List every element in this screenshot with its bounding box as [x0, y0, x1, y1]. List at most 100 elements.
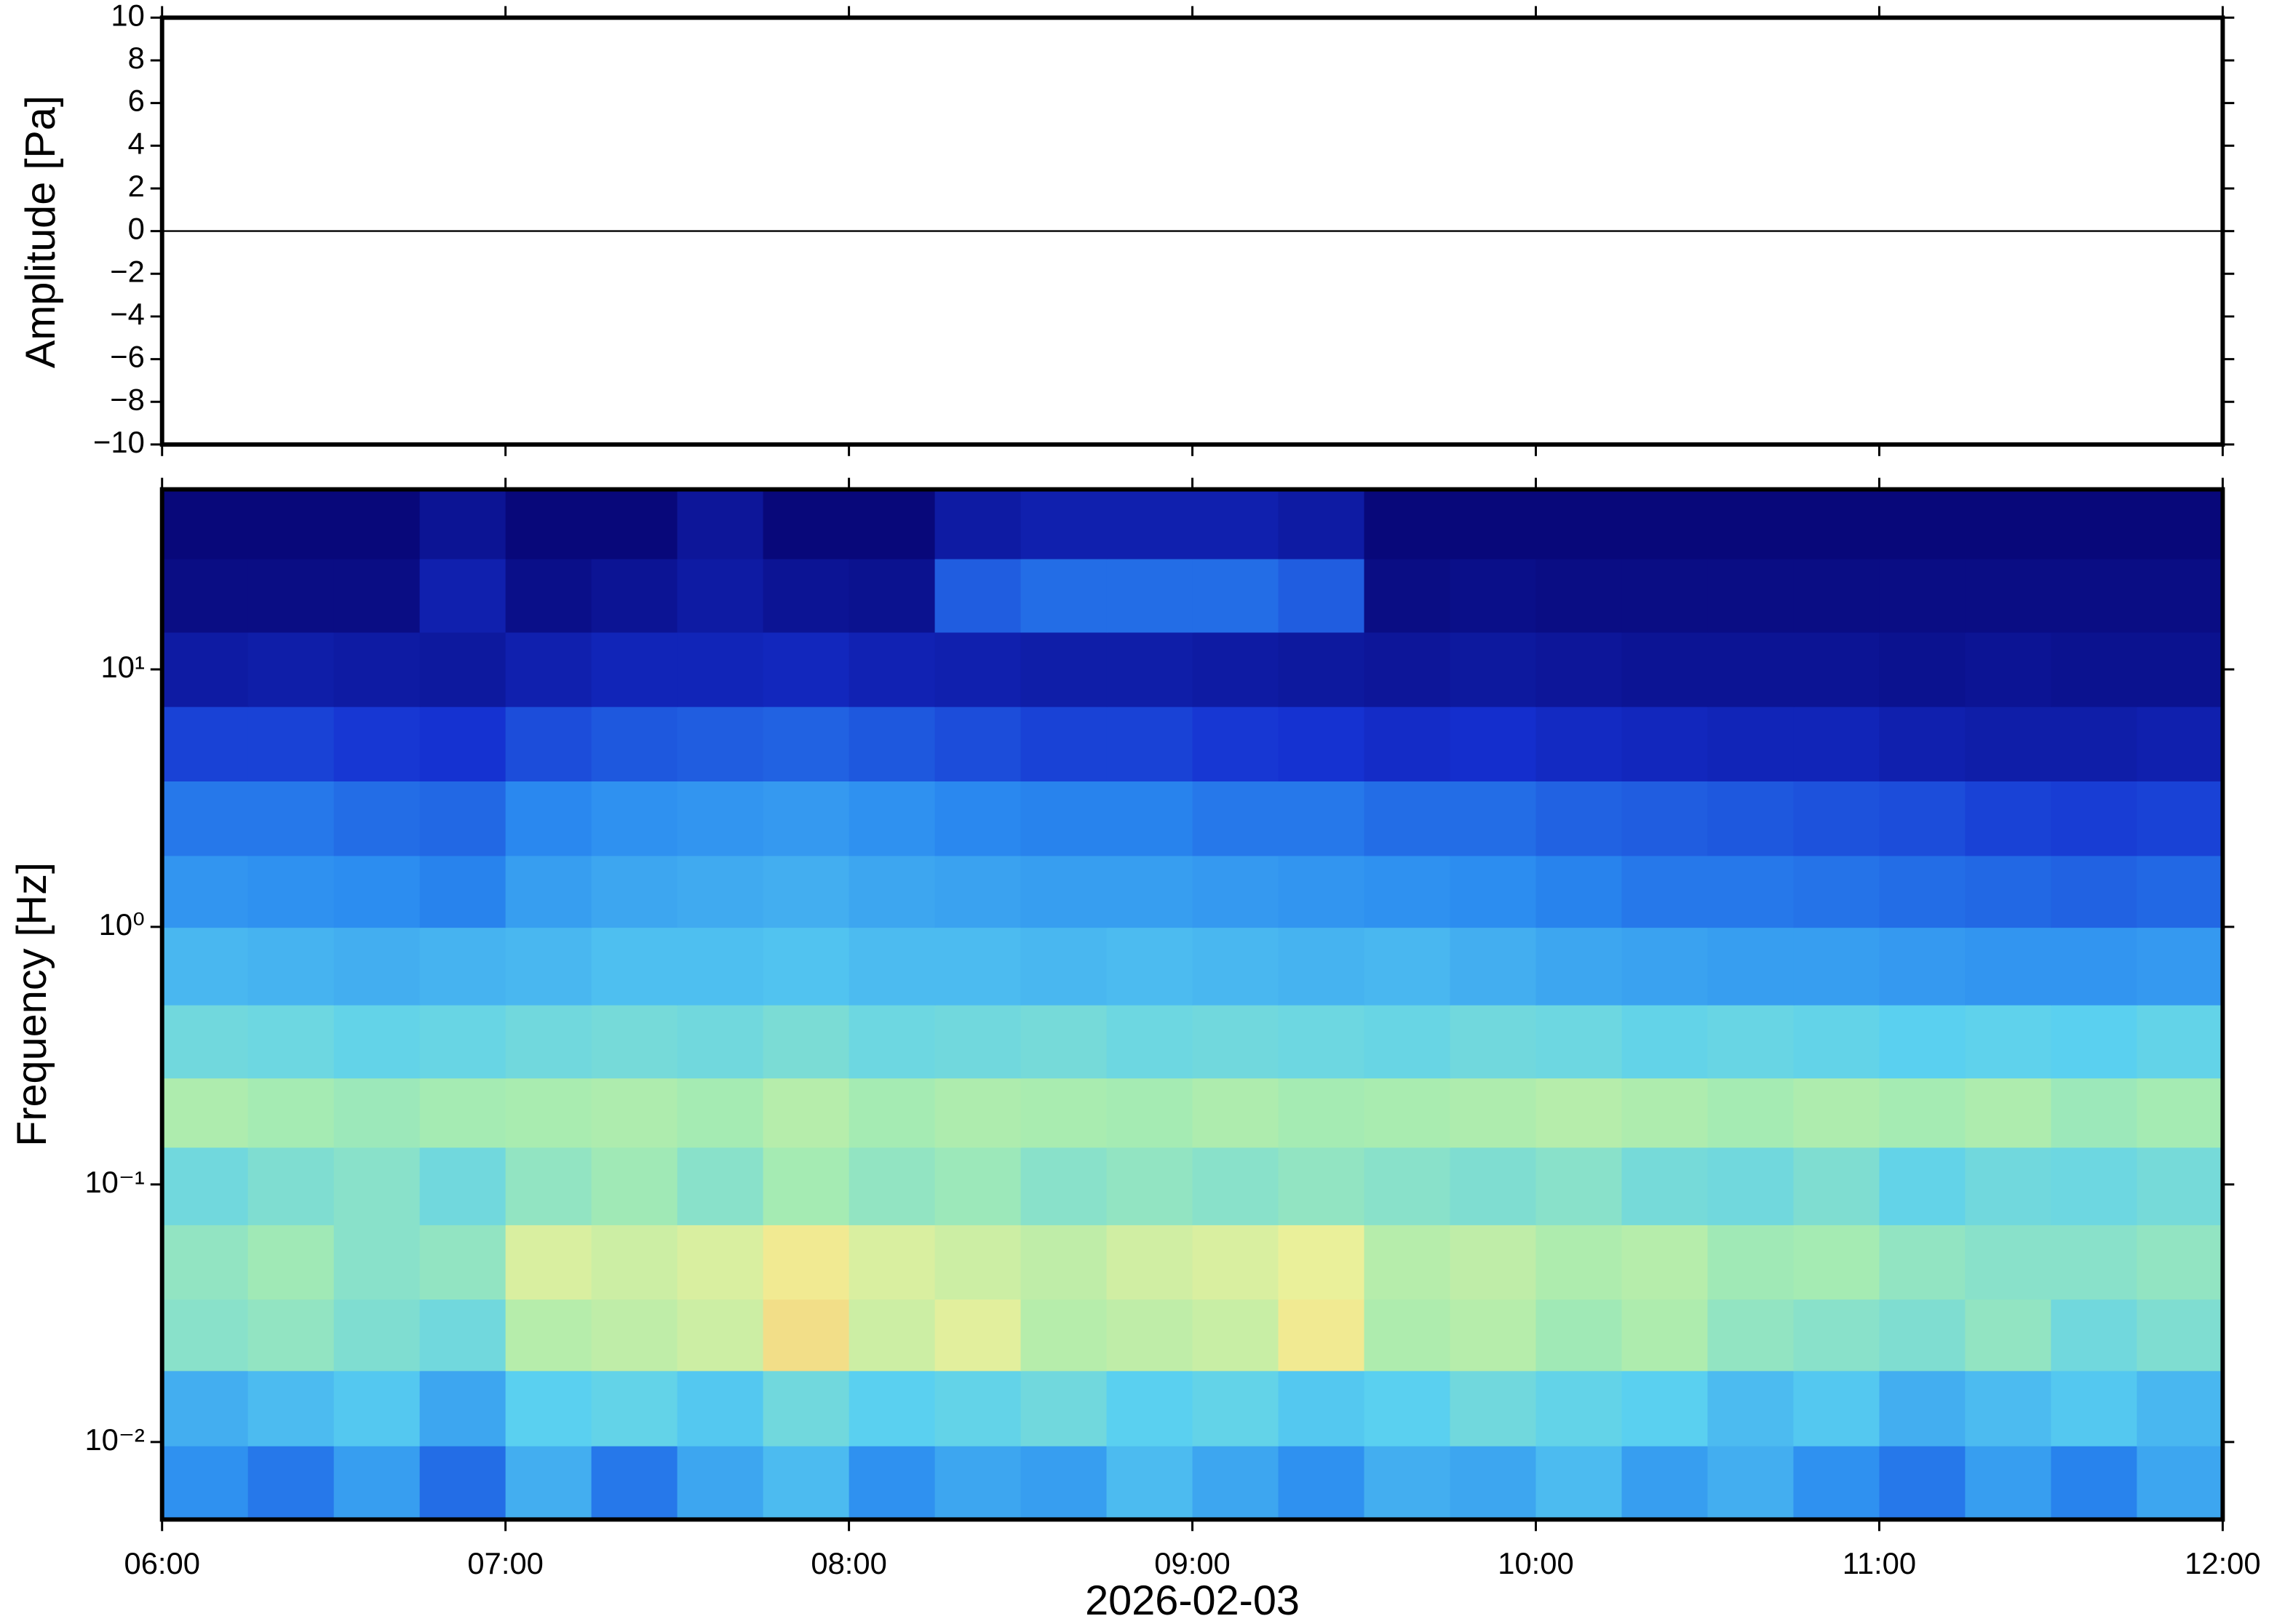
spectrogram-cell — [1020, 489, 1108, 560]
spectrogram-cell — [591, 632, 678, 707]
spectrogram-cell — [763, 1370, 850, 1446]
spectrogram-cell — [333, 1004, 421, 1079]
spectrogram-cell — [1621, 926, 1709, 1006]
spectrogram-cell — [934, 1077, 1022, 1148]
spectrogram-cell — [247, 1004, 335, 1079]
spectrogram-cell — [849, 558, 936, 633]
x-tick-label: 11:00 — [1843, 1546, 1916, 1580]
spectrogram-cell — [1965, 1224, 2052, 1300]
spectrogram-cell — [934, 1004, 1022, 1079]
spectrogram-cell — [1364, 1298, 1451, 1372]
spectrogram-cell — [849, 1298, 936, 1372]
spectrogram-cell — [247, 1370, 335, 1446]
spectrogram-cell — [247, 558, 335, 633]
spectrogram-cell — [505, 558, 592, 633]
spectrogram-cell — [1106, 1445, 1193, 1521]
spectrogram-cell — [1020, 1147, 1108, 1225]
spectrogram-cell — [1793, 1077, 1880, 1148]
spectrogram-cell — [247, 855, 335, 928]
spectrogram-cell — [162, 1370, 249, 1446]
spectrogram-cell — [2051, 1147, 2138, 1225]
spectrogram-cell — [1707, 706, 1795, 781]
spectrogram-cell — [1879, 1224, 1966, 1300]
y-tick-label: 0 — [128, 212, 145, 246]
spectrogram-cell — [162, 489, 249, 560]
spectrogram-cell — [419, 1224, 506, 1300]
spectrogram-cell — [1192, 855, 1279, 928]
spectrogram-cell — [333, 489, 421, 560]
spectrogram-cell — [2051, 926, 2138, 1006]
spectrogram-cell — [1278, 1224, 1365, 1300]
spectrogram-cell — [849, 780, 936, 856]
spectrogram-cell — [1707, 1004, 1795, 1079]
spectrogram-cell — [1106, 780, 1193, 856]
spectrogram-cell — [1879, 558, 1966, 633]
spectrogram-cell — [1020, 558, 1108, 633]
spectrogram-cell — [1278, 706, 1365, 781]
spectrogram-cell — [1020, 1370, 1108, 1446]
spectrogram-cell — [591, 1298, 678, 1372]
spectrogram-cell — [419, 1370, 506, 1446]
spectrogram-cell — [1192, 1298, 1279, 1372]
spectrogram-cell — [1535, 558, 1623, 633]
spectrogram-cell — [849, 1077, 936, 1148]
spectrogram-cell — [1879, 1298, 1966, 1372]
spectrogram-cell — [2051, 558, 2138, 633]
spectrogram-cell — [1278, 780, 1365, 856]
spectrogram-cell — [1192, 780, 1279, 856]
spectrogram-cell — [2137, 1004, 2224, 1079]
spectrogram-cell — [1278, 1077, 1365, 1148]
spectrogram-cell — [2137, 1370, 2224, 1446]
spectrogram-cell — [1278, 855, 1365, 928]
spectrogram-cell — [1106, 926, 1193, 1006]
spectrogram-cell — [1707, 780, 1795, 856]
spectrogram-cell — [1020, 780, 1108, 856]
spectrogram-cell — [1965, 1370, 2052, 1446]
spectrogram-cell — [1621, 1147, 1709, 1225]
y-tick-label: 10 — [111, 0, 144, 32]
spectrogram-cell — [849, 1147, 936, 1225]
spectrogram-cell — [1020, 1224, 1108, 1300]
spectrogram-cell — [849, 1370, 936, 1446]
spectrogram-cell — [505, 1445, 592, 1521]
spectrogram-cell — [1879, 632, 1966, 707]
spectrogram-cell — [1535, 489, 1623, 560]
spectrogram-cell — [1192, 1004, 1279, 1079]
spectrogram-cell — [1020, 855, 1108, 928]
spectrogram-cell — [505, 1004, 592, 1079]
spectrogram-cell — [333, 1077, 421, 1148]
spectrogram-layer — [162, 489, 2224, 1521]
spectrogram-cell — [677, 1370, 764, 1446]
spectrogram-cell — [1879, 780, 1966, 856]
spectrogram-cell — [2137, 1445, 2224, 1521]
spectrogram-cell — [763, 1445, 850, 1521]
spectrogram-cell — [1879, 1147, 1966, 1225]
spectrogram-cell — [1192, 926, 1279, 1006]
x-axis-label: 2026-02-03 — [1085, 1577, 1300, 1624]
spectrogram-cell — [1450, 558, 1537, 633]
spectrogram-cell — [1621, 1370, 1709, 1446]
spectrogram-cell — [591, 1004, 678, 1079]
spectrogram-cell — [934, 558, 1022, 633]
y-tick-label: 2 — [128, 169, 145, 203]
spectrogram-cell — [1364, 632, 1451, 707]
spectrogram-cell — [849, 855, 936, 928]
spectrogram-cell — [2051, 1445, 2138, 1521]
spectrogram-cell — [419, 706, 506, 781]
spectrogram-cell — [1106, 489, 1193, 560]
spectrogram-cell — [162, 926, 249, 1006]
spectrogram-cell — [1621, 1298, 1709, 1372]
spectrogram-cell — [162, 1224, 249, 1300]
spectrogram-cell — [1707, 489, 1795, 560]
spectrogram-cell — [333, 1224, 421, 1300]
spectrogram-cell — [1793, 855, 1880, 928]
spectrogram-cell — [1535, 1445, 1623, 1521]
y-tick-label: 10⁻¹ — [84, 1165, 144, 1199]
spectrogram-cell — [2051, 1370, 2138, 1446]
spectrogram-cell — [1278, 1004, 1365, 1079]
spectrogram-cell — [1450, 1004, 1537, 1079]
spectrogram-cell — [2051, 706, 2138, 781]
spectrogram-cell — [2137, 1147, 2224, 1225]
spectrogram-cell — [1965, 855, 2052, 928]
